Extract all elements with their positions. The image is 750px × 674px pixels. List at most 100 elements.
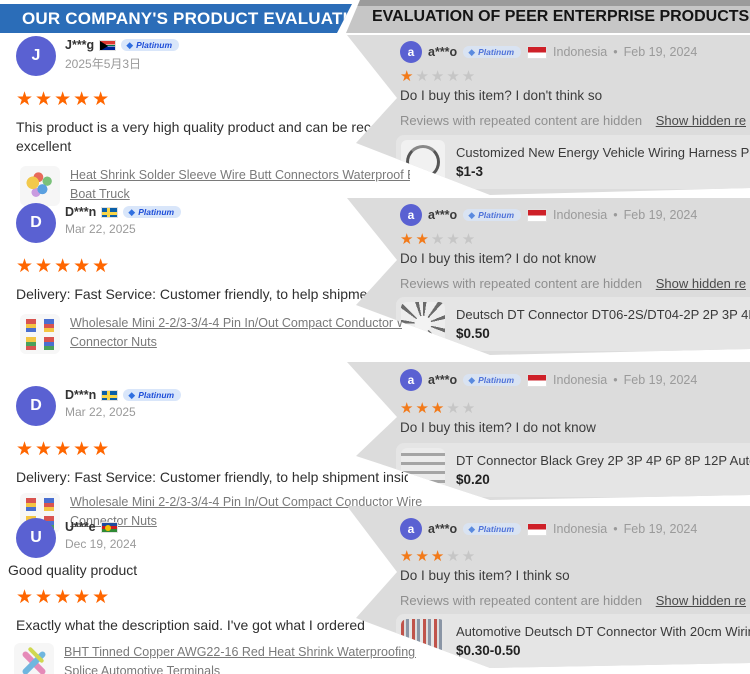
product-link-row[interactable]: Wholesale Mini 2-2/3-3/4-4 Pin In/Out Co… (20, 314, 420, 354)
product-title[interactable]: Customized New Energy Vehicle Wiring Har… (456, 145, 750, 160)
reviewer-name: a***o (428, 522, 458, 536)
review-text-line1: Delivery: Fast Service: Customer friendl… (16, 286, 408, 302)
product-link-line2[interactable]: Connector Nuts (70, 514, 157, 528)
product-link[interactable]: BHT Tinned Copper AWG22-16 Red Heat Shri… (64, 645, 416, 659)
reviewer-name: D***n (65, 388, 97, 402)
reviewer-name: a***o (428, 45, 458, 59)
right-header: EVALUATION OF PEER ENTERPRISE PRODUCTS (346, 0, 750, 33)
product-card[interactable]: Deutsch DT Connector DT06-2S/DT04-2P 2P … (396, 297, 750, 351)
platinum-badge: ◆ Platinum (123, 389, 182, 401)
product-link-row[interactable]: BHT Tinned Copper AWG22-16 Red Heat Shri… (14, 643, 420, 674)
product-title[interactable]: DT Connector Black Grey 2P 3P 4P 6P 8P 1… (456, 453, 750, 468)
product-thumbnail (14, 643, 54, 674)
show-hidden-reviews-link[interactable]: Show hidden reviews (655, 113, 746, 128)
platinum-badge: ◆ Platinum (123, 206, 182, 218)
product-card[interactable]: Customized New Energy Vehicle Wiring Har… (396, 135, 750, 189)
platinum-diamond-icon: ◆ (468, 374, 476, 385)
sweden-flag-icon (101, 389, 119, 401)
left-header: OUR COMPANY'S PRODUCT EVALUATION (0, 4, 352, 33)
avatar: J (16, 36, 56, 76)
hidden-reviews-notice: Reviews with repeated content are hidden (400, 276, 643, 291)
platinum-badge: ◆ Platinum (463, 523, 522, 535)
platinum-badge: ◆ Platinum (463, 374, 522, 386)
product-price: $0.20 (456, 472, 490, 487)
platinum-badge: ◆ Platinum (463, 46, 522, 58)
product-link-line2[interactable]: Connector Nuts (70, 335, 157, 349)
hidden-reviews-row: Reviews with repeated content are hidden… (400, 113, 746, 128)
reviewer-name: a***o (428, 373, 458, 387)
star-rating: ★★★★★ (16, 439, 112, 460)
south-africa-flag-icon (99, 39, 117, 51)
star-rating: ★★★★★ (16, 587, 112, 608)
review-verdict: Do I buy this item? I do not know (400, 251, 596, 266)
reviewer-name: D***n (65, 205, 97, 219)
review-text-line2: excellent (16, 138, 72, 154)
dot-separator: • (613, 373, 618, 387)
product-link-line2[interactable]: Splice Automotive Terminals (64, 664, 221, 674)
product-price: $1-3 (456, 164, 484, 179)
review-date: Mar 22, 2025 (65, 222, 136, 236)
indonesia-flag-icon (527, 208, 548, 222)
avatar: a (400, 518, 422, 540)
review-text-line1: This product is a very high quality prod… (16, 119, 408, 135)
product-card[interactable]: Automotive Deutsch DT Connector With 20c… (396, 614, 750, 668)
show-hidden-reviews-link[interactable]: Show hidden reviews (655, 593, 746, 608)
star-rating: ★★★★★ (400, 401, 478, 416)
reviewer-name: a***o (428, 208, 458, 222)
product-title[interactable]: Deutsch DT Connector DT06-2S/DT04-2P 2P … (456, 307, 750, 322)
new-caledonia-flag-icon (100, 521, 118, 533)
product-thumbnail (20, 166, 60, 206)
right-review-1: a a***o ◆ Platinum Indonesia • Feb 19, 2… (347, 35, 750, 195)
product-thumbnail (20, 314, 60, 354)
platinum-badge: ◆ Platinum (463, 209, 522, 221)
dot-separator: • (613, 208, 618, 222)
product-link[interactable]: Wholesale Mini 2-2/3-3/4-4 Pin In/Out Co… (70, 316, 402, 330)
show-hidden-reviews-link[interactable]: Show hidden reviews (655, 276, 746, 291)
product-price: $0.30-0.50 (456, 643, 521, 658)
review-text-line1: Delivery: Fast Service: Customer friendl… (16, 469, 408, 485)
platinum-diamond-icon: ◆ (126, 39, 134, 50)
dot-separator: • (613, 522, 618, 536)
platinum-badge: ◆ Platinum (121, 39, 180, 51)
avatar: D (16, 203, 56, 243)
reviewer-country: Indonesia (553, 45, 608, 59)
indonesia-flag-icon (527, 373, 548, 387)
right-review-2: a a***o ◆ Platinum Indonesia • Feb 19, 2… (347, 198, 750, 355)
hidden-reviews-row: Reviews with repeated content are hidden… (400, 593, 746, 608)
product-link[interactable]: Wholesale Mini 2-2/3-3/4-4 Pin In/Out Co… (70, 495, 426, 509)
product-link-row[interactable]: Heat Shrink Solder Sleeve Wire Butt Conn… (20, 166, 420, 206)
left-header-title: OUR COMPANY'S PRODUCT EVALUATION (22, 8, 374, 28)
product-title[interactable]: Automotive Deutsch DT Connector With 20c… (456, 624, 750, 639)
dot-separator: • (613, 45, 618, 59)
hidden-reviews-notice: Reviews with repeated content are hidden (400, 593, 643, 608)
product-link-line2[interactable]: Boat Truck (70, 187, 130, 201)
review-date: Feb 19, 2024 (623, 208, 698, 222)
review-verdict: Do I buy this item? I do not know (400, 420, 596, 435)
review-date: Dec 19, 2024 (65, 537, 137, 551)
platinum-diamond-icon: ◆ (468, 46, 476, 57)
reviewer-name: J***g (65, 38, 95, 52)
indonesia-flag-icon (527, 522, 548, 536)
left-review-4: U U***e Dec 19, 2024 Good quality produc… (8, 518, 420, 674)
avatar: U (16, 518, 56, 558)
platinum-diamond-icon: ◆ (468, 209, 476, 220)
reviewer-country: Indonesia (553, 373, 608, 387)
product-card[interactable]: DT Connector Black Grey 2P 3P 4P 6P 8P 1… (396, 443, 750, 497)
star-rating: ★★★★★ (16, 89, 112, 110)
product-price: $0.50 (456, 326, 490, 341)
reviewer-country: Indonesia (553, 522, 608, 536)
hidden-reviews-notice: Reviews with repeated content are hidden (400, 113, 643, 128)
right-header-top-strip (346, 0, 750, 6)
right-header-title: EVALUATION OF PEER ENTERPRISE PRODUCTS (372, 8, 750, 25)
review-verdict: Do I buy this item? I think so (400, 568, 570, 583)
hidden-reviews-row: Reviews with repeated content are hidden… (400, 276, 746, 291)
product-link[interactable]: Heat Shrink Solder Sleeve Wire Butt Conn… (70, 168, 410, 182)
review-date: Feb 19, 2024 (623, 45, 698, 59)
review-date: Feb 19, 2024 (623, 522, 698, 536)
indonesia-flag-icon (527, 45, 548, 59)
star-rating: ★★★★★ (400, 69, 478, 84)
review-text-line1: Exactly what the description said. I've … (16, 617, 365, 633)
avatar: a (400, 369, 422, 391)
left-review-1: J J***g ◆ Platinum 2025年5月3日 ★★★★★ This … (8, 36, 420, 206)
avatar: D (16, 386, 56, 426)
